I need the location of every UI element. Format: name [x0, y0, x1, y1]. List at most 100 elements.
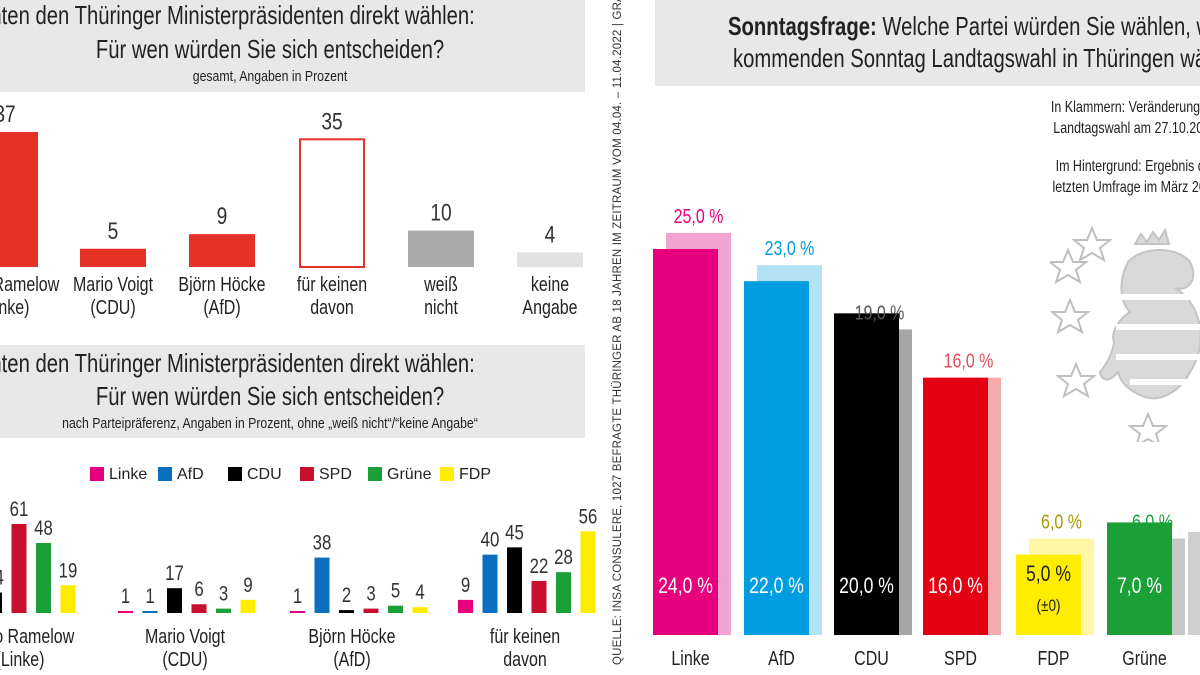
- bar-grüne-3: [556, 572, 571, 613]
- panel1-title-line1: Angenommen, Sie könnten den Thüringer Mi…: [0, 0, 475, 30]
- legend-item-cdu: CDU: [228, 466, 282, 484]
- legend-label: AfD: [177, 466, 204, 483]
- bar-grüne-1: [216, 608, 231, 613]
- bar-value-label: 4: [545, 220, 556, 248]
- current-value-label: 5,0 %: [1026, 562, 1071, 586]
- category-label: FDP: [1037, 647, 1069, 669]
- bar-fdp-3: [580, 531, 596, 613]
- bar-1: [80, 248, 146, 267]
- bar-value-label: 3: [219, 583, 228, 606]
- category-label-line1: für keinen: [490, 625, 560, 647]
- legend-label: SPD: [319, 466, 352, 483]
- current-value-label: 24,0 %: [658, 574, 713, 598]
- note-background-line1: Im Hintergrund: Ergebnis der: [1055, 158, 1200, 175]
- chart-sonntagsfrage: 25,0 % 24,0 % Linke 23,0 % 22,0 % AfD 19,0 % 20…: [653, 205, 1200, 669]
- category-label: CDU: [854, 647, 889, 669]
- panel2-subtitle: nach Parteipräferenz, Angaben in Prozent…: [62, 415, 478, 432]
- panel1-title-line2: Für wen würden Sie sich entscheiden?: [95, 34, 445, 64]
- bar-cdu-3: [507, 547, 522, 613]
- previous-value-label: 6,0 %: [1132, 511, 1173, 533]
- bar-cdu-1: [167, 588, 182, 613]
- panel3-title-line2: kommenden Sonntag Landtagswahl in Thürin…: [733, 43, 1200, 73]
- category-label-line1: weiß: [423, 273, 458, 295]
- category-label-line2: (AfD): [203, 296, 240, 318]
- category-label: Grüne: [1122, 647, 1166, 669]
- bar-value-label: 9: [243, 574, 252, 597]
- note-change-line2: Landtagswahl am 27.10.2019: [1053, 120, 1200, 137]
- category-label-line1: für keinen: [297, 273, 367, 295]
- bar-value-label: 61: [10, 498, 29, 521]
- bar-3: [299, 138, 365, 269]
- previous-value-label: 23,0 %: [765, 237, 815, 259]
- bar-value-label: 48: [34, 517, 53, 540]
- category-label-line2: davon: [310, 296, 354, 318]
- chart-candidates-total: 37 Bodo Ramelow(Linke) 5 Mario Voigt(CDU) 9 B…: [0, 100, 583, 318]
- previous-value-label: 19,0 %: [855, 302, 905, 324]
- panel3-title-rest: Welche Partei würden Sie wählen, wenn am: [882, 11, 1200, 41]
- bar-value-label: 10: [430, 198, 451, 226]
- legend-swatch: [158, 467, 172, 481]
- category-label-line1: Bodo Ramelow: [0, 273, 60, 295]
- legend-swatch: [440, 467, 454, 481]
- category-label: AfD: [768, 647, 795, 669]
- current-value-label: 16,0 %: [928, 574, 983, 598]
- note-change: In Klammern: Veränderung zur Landtagswah…: [1040, 97, 1200, 139]
- bar-spd-2: [363, 608, 379, 613]
- category-label-line1: Björn Höcke: [308, 625, 395, 647]
- bar-spd-3: [531, 580, 547, 613]
- bar-0: [0, 132, 38, 267]
- category-label: Linke: [671, 647, 709, 669]
- bar-value-label: 38: [313, 532, 332, 555]
- bar-value-label: 17: [165, 563, 184, 586]
- category-label-line1: Mario Voigt: [145, 625, 225, 647]
- thuringia-coat-of-arms-icon: [1050, 225, 1200, 442]
- bar-spd-1: [191, 604, 207, 613]
- chart-candidates-by-party: 119138401417245616322483528199456Bodo Ra…: [0, 498, 597, 670]
- bar-cdu-0: [0, 592, 2, 613]
- category-label-line1: keine: [531, 273, 569, 295]
- legend-swatch: [228, 467, 242, 481]
- bar-value-label: 40: [481, 529, 500, 552]
- bar-cdu-2: [339, 610, 354, 613]
- category-label-line2: (CDU): [162, 648, 207, 670]
- panel2-header: [0, 345, 585, 438]
- legend-item-gruene: Grüne: [368, 466, 431, 484]
- bar-fdp-2: [412, 607, 428, 613]
- legend-item-linke: Linke: [90, 466, 147, 484]
- bar-value-label: 35: [321, 107, 342, 135]
- category-label-line1: Mario Voigt: [73, 273, 153, 295]
- bar-current-cdu: [834, 313, 899, 635]
- panel2-title-line1: Angenommen, Sie könnten den Thüringer Mi…: [0, 348, 475, 378]
- legend-label: Grüne: [387, 466, 432, 483]
- panel1-header: [0, 0, 585, 92]
- bar-afd-3: [482, 554, 498, 613]
- panel2-title-line2: Für wen würden Sie sich entscheiden?: [95, 381, 445, 411]
- legend-label: FDP: [459, 466, 491, 483]
- current-value-label: 7,0 %: [1117, 574, 1162, 598]
- bar-value-label: 37: [0, 100, 16, 128]
- category-label-line2: nicht: [424, 296, 458, 318]
- category-label-line2: (Linke): [0, 648, 44, 670]
- note-background: Im Hintergrund: Ergebnis der letzten Umf…: [1040, 156, 1200, 198]
- category-label-line2: (Linke): [0, 296, 29, 318]
- bar-linke-2: [290, 611, 305, 613]
- bar-value-label: 2: [342, 584, 351, 607]
- bar-value-label: 45: [505, 522, 524, 545]
- bar-4: [408, 230, 474, 267]
- bar-linke-3: [458, 599, 473, 613]
- bar-value-label: 6: [194, 579, 203, 602]
- bar-value-label: 9: [461, 574, 470, 597]
- panel3-title-line1: Sonntagsfrage: Welche Partei würden Sie …: [728, 11, 1200, 41]
- legend-label: Linke: [109, 466, 148, 483]
- previous-value-label: 6,0 %: [1041, 511, 1082, 533]
- category-label-line2: Angabe: [522, 296, 577, 318]
- legend-item-spd: SPD: [300, 466, 352, 484]
- bar-value-label: 3: [366, 583, 375, 606]
- category-label: SPD: [944, 647, 977, 669]
- previous-value-label: 25,0 %: [674, 205, 724, 227]
- bar-spd-0: [11, 524, 27, 613]
- panel3-header: [655, 0, 1200, 86]
- bar-value-label: 19: [59, 560, 78, 583]
- bar-afd-2: [314, 557, 330, 613]
- bar-value-label: 1: [293, 585, 302, 608]
